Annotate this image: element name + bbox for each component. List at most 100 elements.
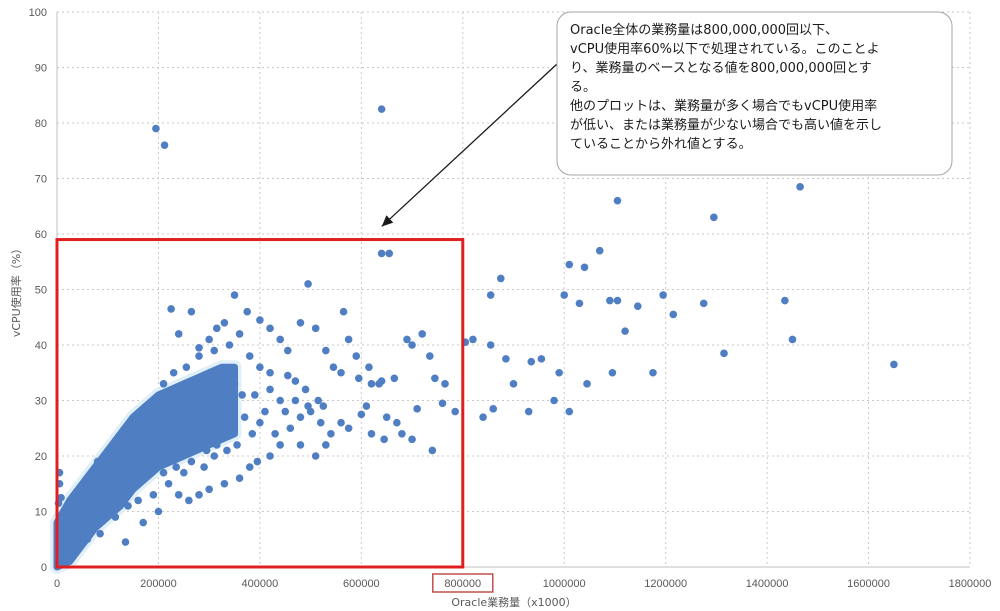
data-point <box>408 341 416 349</box>
x-tick-label: 1400000 <box>746 578 789 590</box>
data-point <box>174 491 183 499</box>
data-point <box>408 435 416 444</box>
data-point <box>266 324 274 333</box>
y-tick-label: 20 <box>35 451 47 463</box>
data-point <box>489 405 498 413</box>
y-tick-label: 50 <box>35 285 47 297</box>
y-axis-title: vCPU使用率（%） <box>9 243 23 337</box>
data-point <box>291 396 300 405</box>
data-point <box>296 319 305 327</box>
data-point <box>560 291 569 299</box>
data-point <box>283 371 292 380</box>
data-point <box>159 468 168 477</box>
data-point <box>283 346 292 355</box>
annotation-line: Oracle全体の業務量は800,000,000回以下、 <box>570 22 838 38</box>
data-point <box>890 360 898 369</box>
data-point <box>121 452 130 460</box>
data-point <box>316 418 325 427</box>
data-point <box>337 418 345 427</box>
data-point <box>377 105 386 113</box>
data-point <box>486 341 495 349</box>
x-tick-label: 1600000 <box>847 578 890 590</box>
data-point <box>502 355 510 363</box>
data-point <box>375 380 383 388</box>
data-point <box>167 305 175 313</box>
data-point <box>119 485 127 494</box>
data-point <box>248 430 257 438</box>
data-point <box>243 307 252 316</box>
data-point <box>251 391 259 399</box>
data-point <box>187 307 196 316</box>
data-point <box>225 341 234 349</box>
data-point <box>403 335 411 344</box>
data-point <box>180 441 188 449</box>
data-point <box>245 463 254 471</box>
data-point <box>180 468 188 477</box>
highlight-tick-box <box>432 573 494 593</box>
data-point <box>245 352 254 360</box>
data-point <box>469 335 477 344</box>
data-point <box>720 349 728 358</box>
y-tick-label: 100 <box>29 7 47 19</box>
data-point <box>699 299 708 308</box>
data-point <box>781 296 789 305</box>
data-point <box>169 368 178 377</box>
x-tick-label: 0 <box>54 578 60 590</box>
data-point <box>367 430 376 438</box>
data-point <box>235 330 244 338</box>
data-point <box>367 380 376 388</box>
data-point <box>286 424 295 433</box>
data-point <box>141 457 150 466</box>
data-point <box>256 418 264 427</box>
data-point <box>527 357 536 366</box>
x-tick-label: 400000 <box>242 578 279 590</box>
data-point <box>215 396 224 405</box>
data-point <box>266 385 274 394</box>
data-point <box>418 330 427 338</box>
data-point <box>121 538 130 546</box>
y-tick-label: 90 <box>35 63 47 75</box>
data-point <box>393 418 401 427</box>
data-point <box>354 374 363 383</box>
data-point <box>159 380 168 388</box>
data-point <box>296 413 305 421</box>
data-point <box>296 441 305 449</box>
data-point <box>101 502 109 510</box>
data-point <box>426 352 434 360</box>
data-point <box>486 291 495 299</box>
annotation-line: vCPU使用率60%以下で処理されている。このことよ <box>570 41 880 57</box>
data-point <box>633 302 642 310</box>
x-tick-labels: 0 200000 400000 600000 800000 1000000 1200000 1… <box>54 578 991 590</box>
data-point <box>182 363 191 372</box>
data-point <box>93 457 102 466</box>
data-point <box>154 507 163 516</box>
annotation-line: 他のプロットは、業務量が多く場合でもvCPU使用率 <box>570 98 877 114</box>
data-point <box>147 407 155 416</box>
y-tick-label: 0 <box>41 562 47 574</box>
data-point <box>202 446 211 455</box>
data-point <box>509 380 518 388</box>
data-point <box>253 457 262 466</box>
data-point <box>114 441 122 449</box>
data-point <box>608 368 617 377</box>
data-point <box>126 468 135 477</box>
data-point <box>649 368 657 377</box>
data-point <box>329 363 338 372</box>
data-point <box>195 343 203 352</box>
data-point <box>659 291 667 299</box>
data-point <box>301 385 310 394</box>
data-point <box>174 330 183 338</box>
data-point <box>205 385 213 394</box>
data-point <box>261 407 269 416</box>
annotation-arrowhead <box>381 215 394 227</box>
data-point <box>281 407 290 416</box>
data-point <box>172 463 180 471</box>
data-point <box>377 249 386 258</box>
data-point <box>537 355 546 363</box>
data-point <box>210 346 219 355</box>
data-point <box>339 307 348 316</box>
y-tick-label: 80 <box>35 118 47 130</box>
data-point <box>390 374 399 383</box>
data-point <box>451 407 459 416</box>
data-point <box>524 407 533 416</box>
